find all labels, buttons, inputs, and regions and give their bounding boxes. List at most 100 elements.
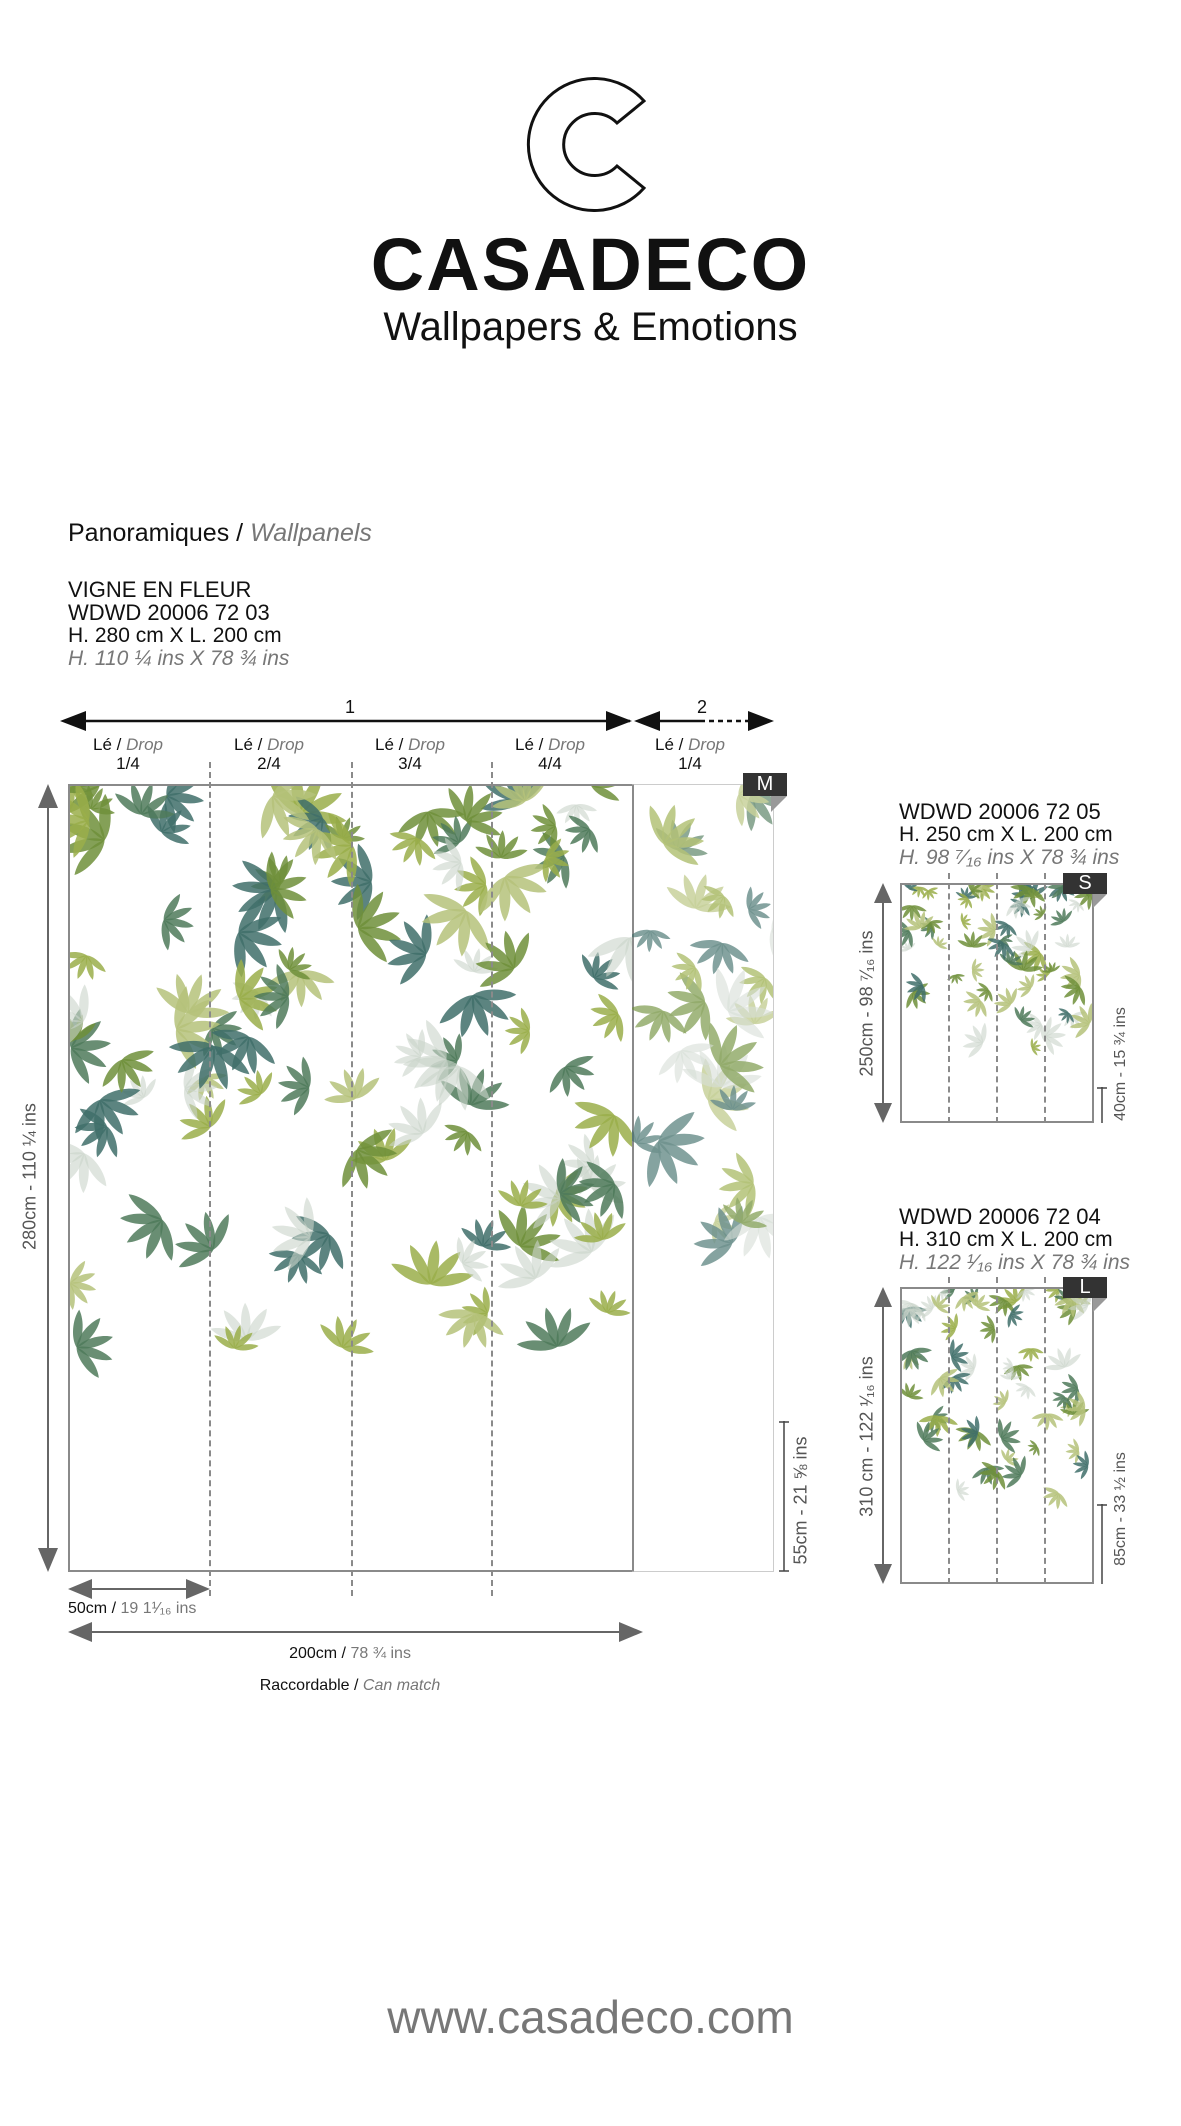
leaf [715, 967, 773, 1039]
drop-fraction: 1/4 [116, 754, 140, 773]
leaf [992, 1389, 1009, 1412]
leaf [175, 1211, 229, 1268]
leaf [960, 912, 972, 930]
leaf [70, 1260, 97, 1310]
leaf [70, 1141, 107, 1194]
leaf [957, 931, 988, 948]
badge-fold-icon [771, 796, 787, 812]
leaf [949, 1338, 969, 1372]
leaf [739, 966, 773, 1005]
leaf [1057, 1008, 1074, 1024]
casadeco-logo-icon [526, 77, 646, 212]
leaf [456, 1236, 489, 1282]
second-roll-preview [632, 784, 774, 1572]
leaf [277, 1056, 311, 1116]
leaf [931, 1369, 960, 1398]
leaf [979, 1315, 996, 1344]
separator: / [236, 519, 244, 547]
leaf [260, 786, 317, 839]
leaf [968, 885, 983, 899]
leaf [1001, 1455, 1026, 1488]
product-size-in: H. 110 ¼ ins X 78 ¾ ins [68, 647, 290, 670]
leaf [1074, 892, 1092, 911]
variant-repeat-label: 85cm - 33 ½ ins [1112, 1452, 1129, 1566]
leaf [590, 993, 624, 1042]
drop-divider [351, 762, 353, 1596]
leaf [902, 1382, 924, 1400]
brand-tagline: Wallpapers & Emotions [383, 305, 798, 349]
section-title-fr: Panoramiques [68, 519, 230, 547]
leaf [73, 1309, 113, 1378]
leaf [214, 1325, 259, 1351]
roll-label-2: 2 [697, 697, 708, 717]
size-badge: L [1063, 1277, 1107, 1298]
leaf [504, 1007, 531, 1055]
variant-ref: WDWD 20006 72 05 [899, 799, 1101, 824]
match-label: Raccordable / Can match [200, 1677, 500, 1695]
drop-fr: Lé [93, 735, 112, 754]
roll-arrows [60, 711, 774, 731]
drop-divider [1044, 1277, 1046, 1584]
leaf [70, 984, 89, 1050]
variant-size-in: H. 98 ⁷⁄₁₆ ins X 78 ¾ ins [899, 846, 1120, 869]
leaf [1031, 1413, 1064, 1431]
leaf [689, 940, 749, 975]
badge-fold-icon [1093, 1298, 1107, 1312]
leaf [932, 935, 948, 949]
leaf [708, 1022, 764, 1093]
width-arrows [68, 1579, 643, 1642]
drop-fr: Lé [234, 735, 253, 754]
drop-fraction: 4/4 [538, 754, 562, 773]
leaf [701, 885, 734, 919]
leaf [556, 1158, 595, 1223]
separator: / [111, 1600, 117, 1617]
leaf [975, 982, 993, 1002]
leaf [282, 816, 337, 866]
leaf [444, 1124, 482, 1156]
leaf [1014, 1006, 1036, 1028]
footer-url[interactable]: www.casadeco.com [387, 1991, 794, 2043]
leaf [769, 899, 773, 964]
drop-divider [996, 1277, 998, 1584]
leaf [578, 1161, 624, 1220]
leaf [574, 1101, 632, 1157]
leaf [393, 1028, 425, 1077]
drop-en: Drop [688, 735, 725, 754]
leaf [578, 786, 623, 801]
leaf [902, 905, 927, 922]
leaf [905, 972, 926, 1003]
leaf [253, 963, 290, 1030]
drop-fr: Lé [375, 735, 394, 754]
leaf [1060, 975, 1086, 1006]
leaf [999, 1368, 1022, 1380]
leaf [922, 887, 939, 901]
leaf [1050, 907, 1073, 926]
total-width-in: 78 ¾ ins [350, 1645, 411, 1662]
leaf [1044, 1347, 1081, 1371]
total-width-label: 200cm / 78 ¾ ins [200, 1645, 500, 1663]
separator: / [341, 1645, 346, 1662]
leaf [1007, 1304, 1024, 1328]
leaf [931, 1293, 951, 1314]
leaf [388, 1097, 442, 1147]
leaf [211, 1029, 275, 1074]
leaf [237, 1069, 273, 1105]
leaf [102, 1050, 154, 1093]
repeat-marker [1097, 1087, 1107, 1123]
leaf [963, 991, 987, 1018]
total-width-cm: 200cm [289, 1645, 338, 1662]
leaf [710, 1085, 756, 1111]
variant-height-label: 310 cm - 122 ¹⁄₁₆ ins [856, 1355, 877, 1517]
leaf [632, 929, 671, 953]
leaf [164, 786, 205, 833]
leaf [902, 1308, 927, 1328]
leaf [658, 1043, 714, 1084]
leaf [959, 1353, 977, 1381]
drop-fraction: 2/4 [257, 754, 281, 773]
leaf [746, 886, 771, 929]
separator: / [116, 735, 122, 754]
height-arrow [874, 1287, 892, 1584]
drop-divider [948, 1277, 950, 1584]
size-badge-m: M [743, 773, 787, 796]
leaf [971, 958, 985, 982]
